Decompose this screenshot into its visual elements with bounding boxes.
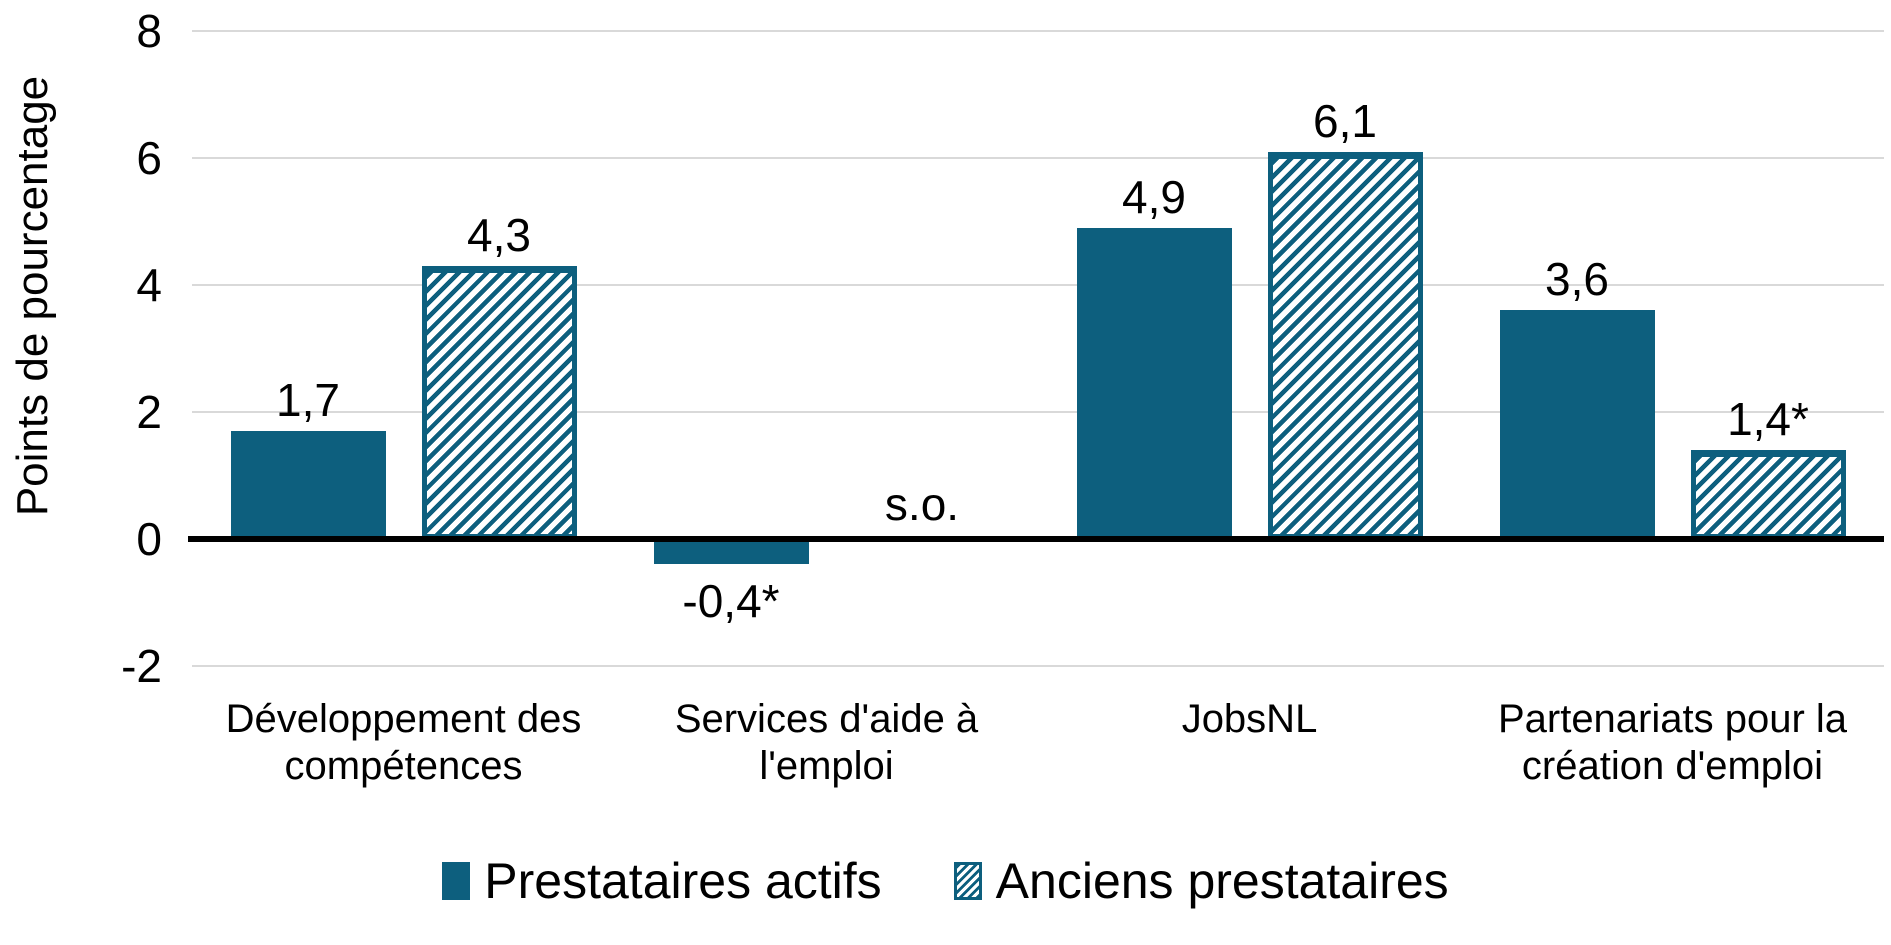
category-label-text: JobsNL [1181, 697, 1318, 741]
bar-solid [230, 431, 386, 539]
gridline [192, 157, 1884, 159]
bar-value-label: 1,4* [1727, 393, 1809, 446]
category-label: Développement des compétences [192, 696, 615, 790]
bar-hatched [1690, 450, 1846, 539]
category-label: Partenariats pour la création d'emploi [1461, 696, 1884, 790]
legend-swatch-hatched [953, 862, 982, 900]
y-tick-label: 4 [136, 259, 162, 311]
category-label-text: Développement des compétences [225, 697, 582, 789]
gridline [192, 284, 1884, 286]
bar-solid [653, 539, 809, 565]
na-label: s.o. [884, 478, 960, 530]
category-label-text: Services d'aide à l'emploi [674, 697, 979, 789]
y-tick-label: 6 [136, 132, 162, 184]
y-axis-title: Points de pourcentage [8, 75, 57, 517]
bar-value-label: 4,9 [1122, 170, 1186, 223]
y-tick-label: 8 [136, 5, 162, 57]
category-label: JobsNL [1038, 696, 1461, 743]
bar-value-label: -0,4* [682, 575, 780, 628]
legend-label: Anciens prestataires [995, 853, 1449, 909]
legend-swatch-solid [442, 862, 471, 900]
gridline [192, 665, 1884, 667]
y-tick-label: 2 [136, 386, 162, 438]
x-axis-line [188, 536, 1884, 542]
y-tick-label: -2 [121, 640, 162, 692]
category-label: Services d'aide à l'emploi [615, 696, 1038, 790]
bar-value-label: 3,6 [1545, 253, 1609, 306]
x-axis-labels: Développement des compétences Services d'… [192, 696, 1884, 790]
bar-value-label: 4,3 [467, 208, 531, 261]
bar-solid [1076, 227, 1232, 539]
bar-solid [1499, 310, 1655, 539]
category-label-text: Partenariats pour la création d'emploi [1497, 697, 1848, 789]
bar-hatched [421, 265, 577, 539]
legend-label: Prestataires actifs [484, 853, 882, 909]
bar-value-label: 1,7 [276, 374, 340, 427]
gridline [192, 30, 1884, 32]
gridline [192, 411, 1884, 413]
chart-legend: Prestataires actifs Anciens prestataires [0, 852, 1891, 910]
bar-hatched [1267, 151, 1423, 539]
y-tick-label: 0 [136, 513, 162, 565]
legend-item: Anciens prestataires [953, 852, 1449, 910]
legend-item: Prestataires actifs [442, 852, 882, 910]
bar-value-label: 6,1 [1313, 94, 1377, 147]
